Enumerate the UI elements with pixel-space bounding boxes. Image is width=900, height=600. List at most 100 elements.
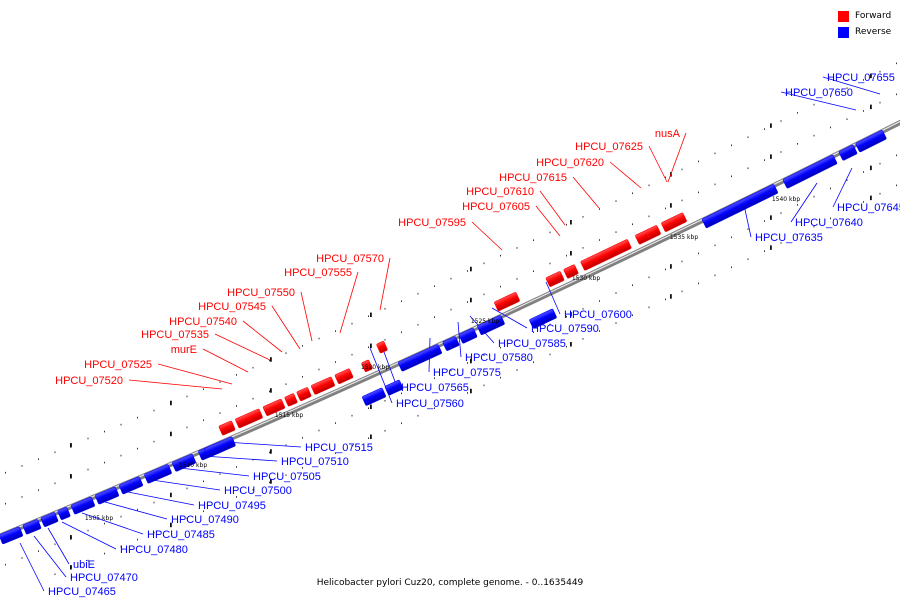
scale-dot bbox=[236, 466, 237, 468]
gene-box[interactable] bbox=[362, 387, 386, 406]
gene-label[interactable]: HPCU_07620 bbox=[536, 157, 604, 169]
scale-tick bbox=[870, 165, 872, 171]
gene-box[interactable] bbox=[361, 359, 373, 372]
gene-box[interactable] bbox=[40, 512, 59, 527]
gene-box[interactable] bbox=[95, 486, 119, 505]
gene-box[interactable] bbox=[782, 154, 838, 189]
scale-dot bbox=[104, 522, 105, 525]
gene-label[interactable]: HPCU_07650 bbox=[785, 87, 853, 99]
gene-box[interactable] bbox=[263, 399, 285, 416]
gene-box[interactable] bbox=[458, 328, 478, 344]
gene-label[interactable]: HPCU_07505 bbox=[253, 471, 321, 483]
gene-box[interactable] bbox=[529, 308, 557, 329]
gene-label[interactable]: HPCU_07575 bbox=[433, 367, 501, 379]
gene-label[interactable]: HPCU_07595 bbox=[398, 217, 466, 229]
gene-label[interactable]: HPCU_07600 bbox=[564, 309, 632, 321]
scale-dot bbox=[632, 223, 633, 226]
gene-label[interactable]: HPCU_07585 bbox=[498, 338, 566, 350]
gene-box[interactable] bbox=[334, 368, 354, 384]
scale-dot bbox=[780, 151, 782, 153]
scale-dot bbox=[599, 239, 600, 241]
gene-label[interactable]: HPCU_07640 bbox=[795, 217, 863, 229]
gene-box[interactable] bbox=[661, 212, 687, 232]
gene-label[interactable]: HPCU_07550 bbox=[227, 287, 295, 299]
gene-label[interactable]: nusA bbox=[655, 128, 681, 140]
gene-label[interactable]: HPCU_07560 bbox=[396, 398, 464, 410]
scale-tick bbox=[670, 294, 672, 299]
gene-box[interactable] bbox=[702, 184, 778, 228]
scale-dot bbox=[846, 209, 848, 211]
gene-label[interactable]: HPCU_07470 bbox=[70, 572, 138, 584]
gene-label[interactable]: murE bbox=[171, 344, 197, 356]
gene-label[interactable]: HPCU_07535 bbox=[141, 329, 209, 341]
gene-label[interactable]: HPCU_07590 bbox=[531, 323, 599, 335]
gene-box[interactable] bbox=[580, 239, 632, 271]
gene-label[interactable]: HPCU_07480 bbox=[120, 544, 188, 556]
gene-box[interactable] bbox=[172, 453, 196, 472]
gene-box[interactable] bbox=[0, 526, 23, 545]
gene-box[interactable] bbox=[296, 387, 312, 401]
gene-label[interactable]: ubiE bbox=[73, 559, 95, 571]
gene-label[interactable]: HPCU_07500 bbox=[224, 485, 292, 497]
gene-label[interactable]: HPCU_07655 bbox=[827, 72, 895, 84]
gene-label[interactable]: HPCU_07570 bbox=[316, 253, 384, 265]
scale-dot bbox=[269, 481, 270, 484]
gene-box[interactable] bbox=[284, 393, 298, 407]
scale-dot bbox=[698, 191, 699, 194]
gene-box[interactable] bbox=[119, 476, 143, 495]
scale-tick bbox=[470, 358, 472, 364]
scale-dot bbox=[764, 128, 765, 130]
gene-box[interactable] bbox=[218, 420, 236, 436]
gene-box[interactable] bbox=[442, 336, 460, 351]
scale-dot bbox=[516, 278, 518, 280]
gene-label[interactable]: HPCU_07580 bbox=[465, 352, 533, 364]
scale-dot bbox=[335, 452, 336, 454]
gene-box[interactable] bbox=[635, 225, 661, 245]
gene-label[interactable]: HPCU_07515 bbox=[305, 442, 373, 454]
gene-label[interactable]: HPCU_07615 bbox=[499, 172, 567, 184]
gene-box[interactable] bbox=[563, 264, 579, 279]
gene-box[interactable] bbox=[204, 436, 236, 458]
gene-label[interactable]: HPCU_07625 bbox=[575, 141, 643, 153]
gene-label[interactable]: HPCU_07490 bbox=[171, 514, 239, 526]
gene-label[interactable]: HPCU_07495 bbox=[198, 500, 266, 512]
gene-label[interactable]: HPCU_07465 bbox=[48, 586, 116, 598]
gene-label[interactable]: HPCU_07540 bbox=[169, 316, 237, 328]
gene-box[interactable] bbox=[545, 271, 565, 287]
leader-line bbox=[127, 491, 195, 506]
gene-box[interactable] bbox=[398, 344, 442, 372]
gene-box[interactable] bbox=[477, 315, 505, 335]
scale-dot bbox=[137, 447, 138, 450]
gene-box[interactable] bbox=[376, 341, 388, 354]
scale-dot bbox=[615, 292, 617, 294]
gene-label[interactable]: HPCU_07510 bbox=[281, 456, 349, 468]
gene-box[interactable] bbox=[384, 379, 404, 396]
gene-box[interactable] bbox=[144, 464, 172, 484]
gene-label[interactable]: HPCU_07635 bbox=[755, 232, 823, 244]
gene-label[interactable]: HPCU_07485 bbox=[147, 529, 215, 541]
gene-box[interactable] bbox=[57, 507, 71, 520]
scale-tick bbox=[370, 343, 372, 349]
gene-label[interactable]: HPCU_07605 bbox=[462, 201, 530, 213]
scale-tick bbox=[470, 388, 472, 394]
gene-box[interactable] bbox=[855, 130, 887, 153]
leader-line bbox=[790, 182, 818, 223]
scale-dot bbox=[714, 244, 716, 247]
scale-dot bbox=[351, 322, 353, 325]
scale-dot bbox=[153, 440, 155, 443]
gene-box[interactable] bbox=[494, 292, 520, 312]
scale-dot bbox=[599, 208, 600, 210]
gene-label[interactable]: HPCU_07525 bbox=[84, 359, 152, 371]
gene-label[interactable]: HPCU_07610 bbox=[466, 186, 534, 198]
scale-dot bbox=[434, 407, 435, 409]
gene-box[interactable] bbox=[838, 144, 858, 161]
gene-box[interactable] bbox=[235, 408, 263, 429]
gene-label[interactable]: HPCU_07645 bbox=[837, 202, 900, 214]
gene-label[interactable]: HPCU_07565 bbox=[401, 382, 469, 394]
gene-label[interactable]: HPCU_07520 bbox=[55, 375, 123, 387]
gene-box[interactable] bbox=[71, 496, 95, 515]
gene-label[interactable]: HPCU_07545 bbox=[198, 301, 266, 313]
gene-box[interactable] bbox=[311, 376, 335, 395]
gene-box[interactable] bbox=[22, 519, 42, 535]
gene-label[interactable]: HPCU_07555 bbox=[284, 267, 352, 279]
